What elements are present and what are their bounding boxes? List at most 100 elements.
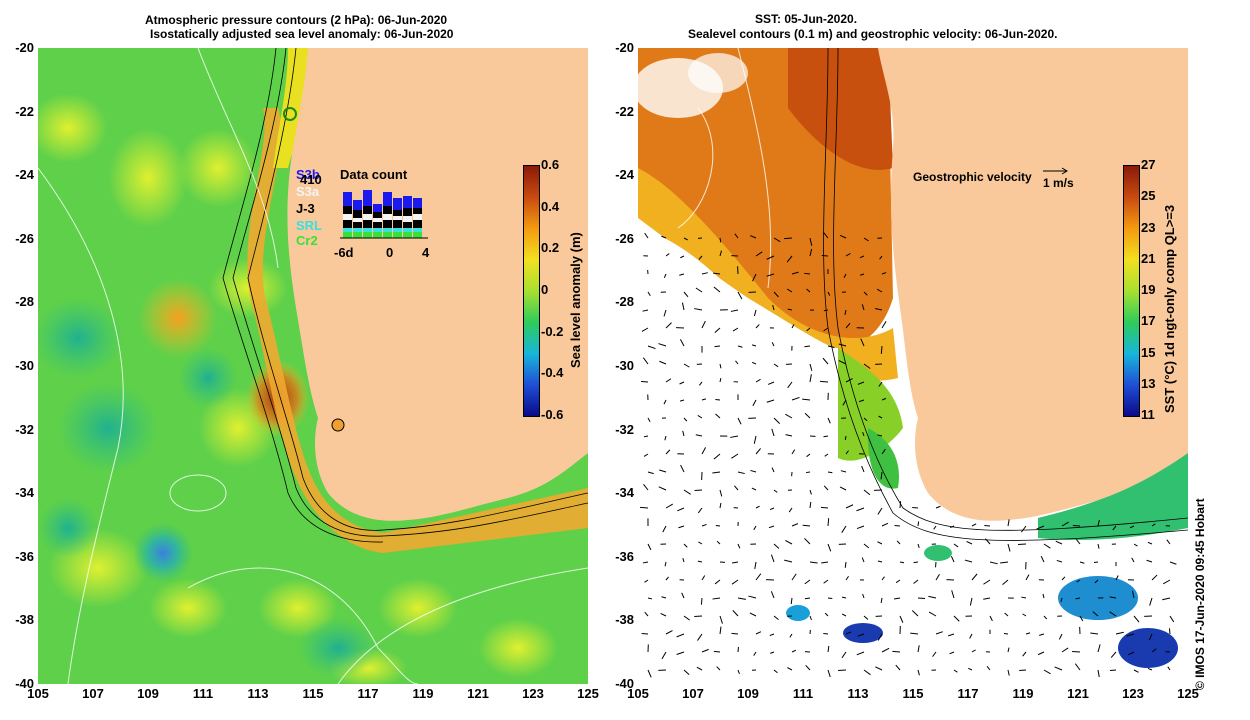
left-title-line2: Isostatically adjusted sea level anomaly… <box>150 27 454 41</box>
velocity-vector <box>769 507 775 511</box>
velocity-vector <box>827 471 833 474</box>
x-tick-label: 117 <box>957 686 979 701</box>
velocity-vector <box>881 647 890 653</box>
x-tick-label: 113 <box>247 686 269 701</box>
velocity-vector <box>823 435 829 438</box>
velocity-vector <box>863 615 869 620</box>
velocity-vector <box>787 381 793 389</box>
velocity-vector <box>857 381 865 385</box>
velocity-vector <box>773 543 780 549</box>
velocity-vector <box>701 272 708 275</box>
velocity-vector <box>698 381 703 386</box>
velocity-vector <box>713 286 721 293</box>
sea-level-anomaly-map <box>38 48 588 684</box>
velocity-vector <box>716 666 721 671</box>
velocity-vector <box>785 539 793 545</box>
velocity-vector <box>856 507 865 512</box>
velocity-vector <box>953 615 960 622</box>
velocity-vector <box>879 255 883 260</box>
velocity-vector <box>877 541 883 545</box>
velocity-vector <box>751 361 757 365</box>
velocity-vector <box>713 272 721 275</box>
velocity-vector <box>1017 543 1027 546</box>
velocity-vector <box>880 345 883 354</box>
velocity-vector <box>844 435 847 441</box>
velocity-vector <box>644 232 649 239</box>
velocity-vector <box>643 435 649 438</box>
velocity-vector <box>1167 666 1171 671</box>
velocity-vector <box>696 666 703 671</box>
velocity-vector <box>827 645 830 653</box>
velocity-vector <box>989 615 993 622</box>
velocity-vector <box>770 651 775 654</box>
x-tick-label: 121 <box>1067 686 1089 701</box>
velocity-vector <box>683 291 689 298</box>
velocity-vector <box>1168 628 1171 635</box>
velocity-vector <box>755 631 762 635</box>
velocity-vector <box>863 543 870 549</box>
histogram-bar-segment <box>353 228 362 232</box>
y-tick-label: -28 <box>615 294 634 310</box>
velocity-vector <box>989 561 998 565</box>
velocity-vector <box>844 309 847 315</box>
velocity-vector <box>697 633 703 641</box>
velocity-vector <box>773 417 781 424</box>
velocity-vector <box>1151 574 1158 581</box>
velocity-vector <box>753 309 757 317</box>
velocity-vector <box>755 448 762 455</box>
velocity-vector <box>749 612 757 617</box>
sst-colorbar <box>1123 165 1140 417</box>
histogram-bar-segment <box>393 220 402 228</box>
velocity-vector <box>737 471 745 475</box>
velocity-vector <box>1075 597 1081 600</box>
velocity-vector <box>731 632 739 635</box>
velocity-vector <box>971 573 978 581</box>
y-tick-label: -36 <box>15 548 34 564</box>
velocity-vector <box>862 431 865 437</box>
velocity-vector <box>822 231 829 239</box>
velocity-vector <box>917 669 920 676</box>
velocity-vector <box>1061 647 1069 653</box>
velocity-vector <box>682 430 685 437</box>
histogram-bar-segment <box>383 220 392 228</box>
velocity-vector <box>1042 593 1045 599</box>
velocity-vector <box>788 507 793 513</box>
velocity-vector <box>856 651 865 656</box>
histogram-bar-segment <box>393 210 402 216</box>
velocity-vector <box>714 327 721 333</box>
velocity-vector <box>730 309 739 312</box>
histogram-bar-segment <box>383 192 392 206</box>
velocity-vector <box>786 255 793 263</box>
velocity-vector <box>1097 519 1100 527</box>
velocity-vector <box>701 523 707 527</box>
velocity-vector <box>1092 611 1099 617</box>
velocity-vector <box>827 597 833 600</box>
velocity-vector <box>737 543 741 549</box>
velocity-vector <box>679 399 685 402</box>
velocity-vector <box>719 363 722 369</box>
velocity-vector <box>1079 615 1084 622</box>
y-tick-label: -24 <box>15 167 34 183</box>
velocity-vector <box>773 615 779 621</box>
velocity-vector <box>732 610 739 617</box>
histogram-bar-segment <box>353 222 362 228</box>
velocity-vector <box>880 597 883 604</box>
velocity-vector <box>881 448 886 455</box>
x-tick-label: 105 <box>627 686 649 701</box>
velocity-vector <box>858 399 865 403</box>
velocity-vector <box>809 248 813 257</box>
velocity-vector <box>641 327 649 332</box>
y-tick-label: -40 <box>15 676 34 691</box>
velocity-vector <box>823 309 829 312</box>
velocity-vector <box>1131 557 1135 563</box>
velocity-vector <box>647 543 652 551</box>
velocity-vector <box>863 489 871 496</box>
velocity-vector <box>713 453 721 460</box>
velocity-vector <box>893 597 901 600</box>
velocity-vector <box>806 327 811 332</box>
velocity-vector <box>766 399 775 403</box>
velocity-vector <box>861 557 865 563</box>
velocity-vector <box>1054 666 1063 671</box>
histogram-bar-segment <box>413 198 422 208</box>
velocity-vector <box>681 592 685 599</box>
